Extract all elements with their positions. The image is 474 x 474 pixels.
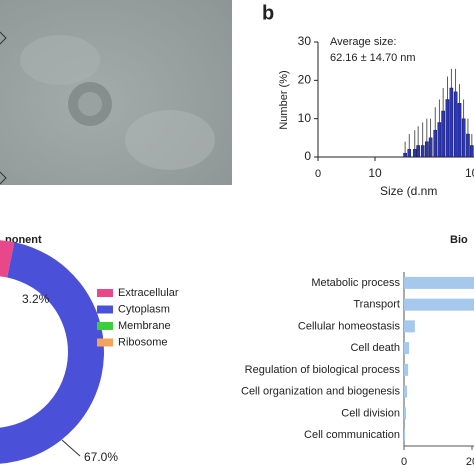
value-label: 3.2% (22, 292, 50, 306)
bar (404, 429, 406, 442)
pie-slice (0, 240, 15, 278)
y-tick-label: Cell organization and biogenesis (241, 386, 400, 398)
y-tick-label: 20 (298, 73, 312, 87)
annotation: 62.16 ± 14.70 nm (330, 52, 416, 64)
bar (466, 133, 470, 158)
x-tick-label: 0 (401, 456, 407, 468)
bar (404, 385, 408, 398)
y-tick-label: Cell communication (304, 429, 400, 441)
legend-swatch (97, 322, 113, 330)
legend-label: Extracellular (118, 287, 179, 299)
micrograph-texture (20, 35, 100, 85)
chart-title: Bio (450, 234, 468, 246)
x-tick-label: 20 (466, 456, 474, 468)
y-tick-label: Regulation of biological process (245, 364, 401, 376)
bar (457, 103, 462, 158)
bar (404, 320, 415, 333)
legend-label: Cytoplasm (118, 303, 170, 315)
bar (470, 145, 474, 158)
y-axis-label: Number (%) (278, 70, 290, 129)
pie-slice (0, 242, 104, 464)
bar (404, 363, 409, 376)
bar (445, 99, 450, 158)
particle-core (78, 92, 102, 116)
bar (461, 118, 466, 158)
x-tick-label: 10 (368, 166, 382, 180)
bar (420, 145, 425, 158)
legend-swatch (97, 289, 113, 297)
y-tick-label: Metabolic process (311, 277, 400, 289)
y-tick-label: 30 (298, 34, 312, 48)
y-tick-label: Transport (353, 299, 400, 311)
legend-swatch (97, 338, 113, 347)
legend-label: Membrane (118, 320, 171, 332)
bar (441, 110, 445, 158)
panel-label: b (262, 2, 274, 24)
annotation: Average size: (330, 36, 396, 48)
y-tick-label: 0 (304, 149, 311, 163)
bar (407, 149, 412, 158)
bar (404, 276, 474, 289)
x-tick-label: 0 (315, 168, 321, 180)
bar (428, 137, 433, 158)
y-tick-label: Cellular homeostasis (298, 320, 401, 332)
y-tick-label: Cell division (341, 407, 400, 419)
y-tick-label: Cell death (350, 342, 400, 354)
bracket (0, 31, 7, 185)
bar (404, 298, 474, 311)
bar (412, 149, 417, 158)
bar (453, 91, 458, 158)
legend-label: Ribosome (118, 336, 168, 348)
bar (437, 122, 442, 158)
x-tick-label: 100 (465, 166, 474, 180)
leader-line (61, 439, 81, 457)
x-axis-label: Size (d.nm (380, 184, 437, 198)
value-label: 67.0% (84, 450, 118, 464)
y-tick-label: 10 (298, 111, 312, 125)
bar (449, 87, 454, 158)
bar (416, 145, 420, 158)
bar (433, 129, 438, 158)
micrograph-texture (125, 110, 215, 170)
legend-swatch (97, 305, 113, 314)
bar (404, 342, 410, 355)
bar (425, 141, 429, 158)
bar (404, 407, 407, 420)
bar (403, 152, 407, 158)
